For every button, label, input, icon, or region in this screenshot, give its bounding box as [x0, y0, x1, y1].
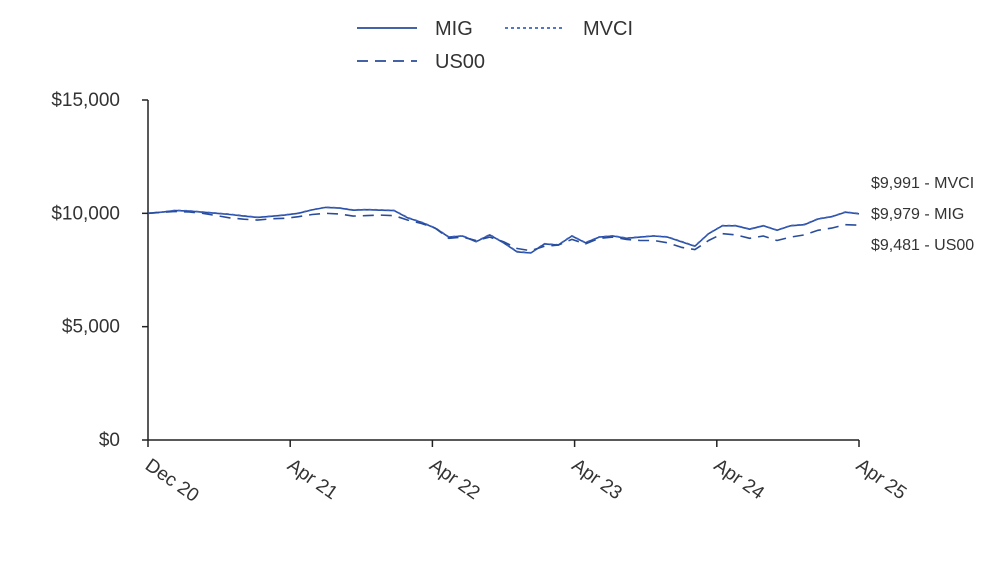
- x-tick-label: Dec 20: [141, 455, 202, 507]
- end-label-mvci: $9,991 - MVCI: [871, 175, 974, 192]
- end-label-mig: $9,979 - MIG: [871, 206, 964, 223]
- y-tick-label: $0: [99, 430, 120, 451]
- legend-label-us00: US00: [435, 51, 485, 73]
- y-tick-label: $15,000: [51, 90, 120, 111]
- x-tick-label: Apr 24: [710, 455, 768, 505]
- legend: MIG MVCI US00: [357, 18, 633, 73]
- y-tick-label: $5,000: [62, 317, 120, 338]
- x-tick-label: Apr 22: [426, 455, 484, 504]
- series-layer: [147, 206, 860, 254]
- x-axis: Dec 20 Apr 21 Apr 22 Apr 23 Apr 24 Apr 25: [141, 439, 910, 507]
- end-labels: $9,991 - MVCI $9,979 - MIG $9,481 - US00: [871, 175, 974, 254]
- series-line-mvci: [147, 206, 860, 254]
- x-tick-label: Apr 23: [568, 455, 626, 504]
- y-tick-label: $10,000: [51, 203, 120, 224]
- series-line-us00: [147, 210, 860, 252]
- end-label-us00: $9,481 - US00: [871, 237, 974, 254]
- legend-label-mig: MIG: [435, 18, 473, 40]
- y-axis: $0 $5,000 $10,000 $15,000: [51, 90, 149, 451]
- series-line-mig: [147, 206, 860, 254]
- x-tick-label: Apr 25: [852, 455, 910, 504]
- x-tick-label: Apr 21: [283, 455, 341, 504]
- legend-label-mvci: MVCI: [583, 18, 633, 40]
